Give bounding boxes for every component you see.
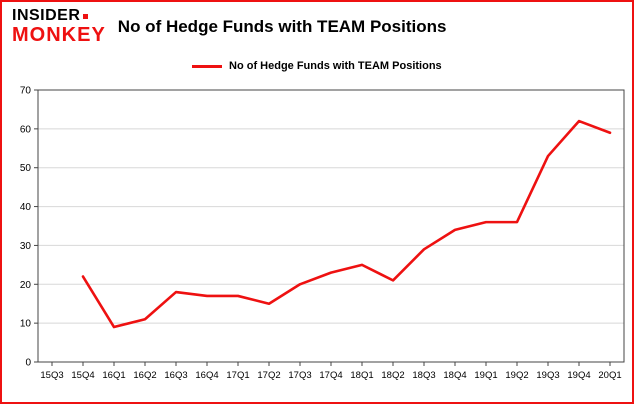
legend-line-swatch: [192, 64, 222, 68]
y-tick-label: 10: [20, 319, 32, 330]
x-tick-label: 15Q3: [40, 370, 63, 381]
x-tick-label: 18Q4: [443, 370, 466, 381]
chart-area: 0 10 20 30 40 50 60 70 15Q3 15Q4 16Q1 16Q2 16Q3 16Q4 1…: [2, 80, 632, 389]
logo-text-insider: INSIDER: [12, 7, 81, 24]
y-tick-label: 20: [20, 280, 32, 291]
x-tick-label: 16Q4: [195, 370, 218, 381]
x-tick-label: 16Q2: [133, 370, 156, 381]
x-tick-label: 20Q1: [598, 370, 621, 381]
x-tick-label: 19Q1: [474, 370, 497, 381]
y-tick-label: 60: [20, 124, 32, 135]
x-tick-label: 17Q4: [319, 370, 342, 381]
logo-line1: INSIDER: [12, 7, 106, 25]
plot-frame: [37, 89, 625, 363]
x-tick-label: 19Q4: [567, 370, 590, 381]
x-tick-label: 16Q1: [102, 370, 125, 381]
y-tick-label: 30: [20, 241, 32, 252]
x-tick-label: 18Q1: [350, 370, 373, 381]
y-tick-label: 0: [25, 358, 31, 369]
insider-monkey-logo: INSIDER MONKEY: [12, 7, 106, 46]
data-line-series: [81, 119, 612, 329]
chart-legend: No of Hedge Funds with TEAM Positions: [192, 60, 442, 72]
x-tick-label: 16Q3: [164, 370, 187, 381]
logo-text-monkey: MONKEY: [12, 23, 106, 46]
x-tick-label: 18Q2: [381, 370, 404, 381]
x-tick-label: 19Q2: [505, 370, 528, 381]
legend-label: No of Hedge Funds with TEAM Positions: [229, 60, 442, 72]
x-tick-label: 17Q2: [257, 370, 280, 381]
page-title: No of Hedge Funds with TEAM Positions: [117, 16, 447, 36]
x-tick-label: 18Q3: [412, 370, 435, 381]
y-tick-label: 50: [20, 163, 32, 174]
y-tick-label: 70: [20, 86, 32, 97]
x-tick-label: 19Q3: [536, 370, 559, 381]
x-tick-label: 15Q4: [71, 370, 94, 381]
y-tick-label: 40: [20, 202, 32, 213]
line-chart: 0 10 20 30 40 50 60 70 15Q3 15Q4 16Q1 16Q2 16Q3 16Q4 1…: [20, 86, 625, 381]
header: INSIDER MONKEY No of Hedge Funds with TE…: [12, 7, 447, 46]
x-tick-label: 17Q3: [288, 370, 311, 381]
x-tick-label: 17Q1: [226, 370, 249, 381]
logo-red-square-icon: [83, 13, 89, 19]
